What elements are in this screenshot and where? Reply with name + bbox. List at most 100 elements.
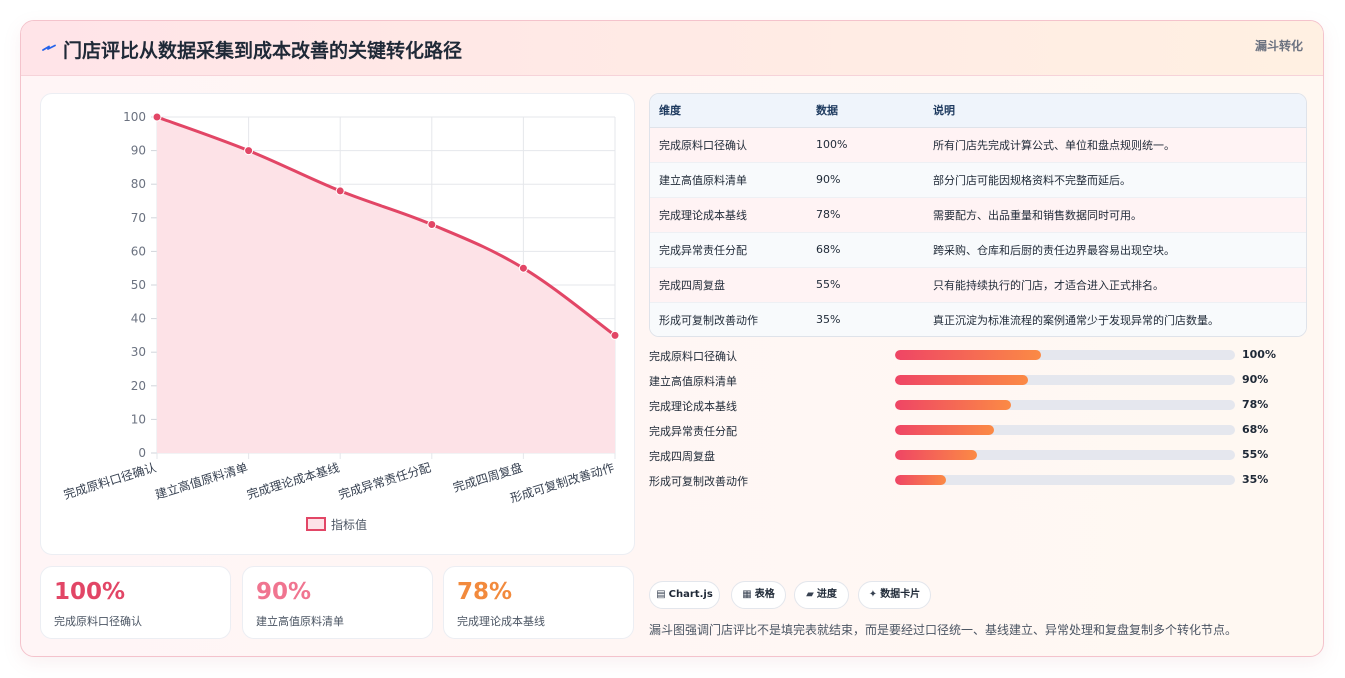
cell-data: 35% bbox=[807, 302, 924, 336]
y-tick-label: 50 bbox=[131, 278, 146, 292]
progress-value: 35% bbox=[1242, 473, 1269, 486]
progress-row: 建立高值原料清单 90% bbox=[649, 370, 1309, 390]
table-row: 完成原料口径确认 100% 所有门店先完成计算公式、单位和盘点规则统一。 bbox=[650, 127, 1306, 163]
x-tick-label: 建立高值原料清单 bbox=[153, 460, 249, 502]
area-chart-panel: 0 10 20 30 40 50 60 70 80 90 100 完成原料口径确认 建立高值原料清单 完成… bbox=[40, 93, 635, 555]
kpi-label: 完成原料口径确认 bbox=[54, 615, 142, 628]
table-icon: ▦ bbox=[742, 589, 752, 600]
cell-data: 90% bbox=[807, 162, 924, 198]
data-point bbox=[335, 186, 345, 196]
data-point bbox=[610, 330, 620, 340]
table-row: 完成四周复盘 55% 只有能持续执行的门店，才适合进入正式排名。 bbox=[650, 267, 1306, 303]
cell-dimension: 完成四周复盘 bbox=[650, 267, 807, 303]
kpi-card-2: 90% 建立高值原料清单 bbox=[242, 566, 433, 639]
y-tick-label: 20 bbox=[131, 379, 146, 393]
cell-description: 真正沉淀为标准流程的案例通常少于发现异常的门店数量。 bbox=[924, 302, 1306, 336]
progress-icon: ▰ bbox=[806, 589, 814, 600]
y-tick-label: 30 bbox=[131, 345, 146, 359]
y-tick-label: 90 bbox=[131, 144, 146, 158]
progress-track bbox=[895, 400, 1235, 410]
cell-dimension: 完成异常责任分配 bbox=[650, 232, 807, 268]
progress-label: 完成原料口径确认 bbox=[649, 350, 737, 363]
cell-description: 所有门店先完成计算公式、单位和盘点规则统一。 bbox=[924, 127, 1306, 163]
progress-fill bbox=[895, 350, 1042, 360]
area-chart: 0102030405060708090100完成原料口径确认建立高值原料清单完成… bbox=[62, 110, 620, 532]
column-header: 数据 bbox=[807, 94, 924, 128]
summary-note: 漏斗图强调门店评比不是填完表就结束，而是要经过口径统一、基线建立、异常处理和复盘… bbox=[649, 623, 1238, 637]
cell-dimension: 完成理论成本基线 bbox=[650, 197, 807, 233]
progress-fill bbox=[895, 375, 1028, 385]
cell-description: 只有能持续执行的门店，才适合进入正式排名。 bbox=[924, 267, 1306, 303]
pill-label: Chart.js bbox=[668, 589, 713, 600]
pill-chartjs[interactable]: ▤ Chart.js bbox=[649, 581, 720, 609]
progress-row: 形成可复制改善动作 35% bbox=[649, 470, 1309, 490]
y-tick-label: 10 bbox=[131, 412, 146, 426]
progress-label: 完成理论成本基线 bbox=[649, 400, 737, 413]
table-row: 完成理论成本基线 78% 需要配方、出品重量和销售数据同时可用。 bbox=[650, 197, 1306, 233]
pill-label: 表格 bbox=[754, 589, 775, 600]
column-header: 说明 bbox=[924, 94, 1306, 128]
lightning-icon bbox=[42, 44, 56, 51]
pill-data-card[interactable]: ✦ 数据卡片 bbox=[858, 581, 931, 609]
pill-progress[interactable]: ▰ 进度 bbox=[794, 581, 849, 609]
column-header: 维度 bbox=[650, 94, 807, 128]
progress-row: 完成异常责任分配 68% bbox=[649, 420, 1309, 440]
progress-fill bbox=[895, 475, 946, 485]
legend-swatch bbox=[306, 517, 326, 531]
kpi-value: 78% bbox=[457, 579, 513, 605]
progress-label: 形成可复制改善动作 bbox=[649, 475, 748, 488]
kpi-label: 建立高值原料清单 bbox=[256, 615, 344, 628]
pill-label: 进度 bbox=[816, 589, 837, 600]
progress-row: 完成四周复盘 55% bbox=[649, 445, 1309, 465]
cell-description: 跨采购、仓库和后厨的责任边界最容易出现空块。 bbox=[924, 232, 1306, 268]
progress-fill bbox=[895, 425, 994, 435]
data-point bbox=[244, 146, 254, 156]
cell-dimension: 形成可复制改善动作 bbox=[650, 302, 807, 336]
cell-description: 需要配方、出品重量和销售数据同时可用。 bbox=[924, 197, 1306, 233]
table-header-row: 维度 数据 说明 bbox=[650, 94, 1306, 128]
kpi-value: 90% bbox=[256, 579, 312, 605]
progress-label: 完成异常责任分配 bbox=[649, 425, 737, 438]
y-tick-label: 70 bbox=[131, 211, 146, 225]
data-point bbox=[518, 263, 528, 273]
y-tick-label: 40 bbox=[131, 312, 146, 326]
y-tick-label: 100 bbox=[123, 110, 146, 124]
table-row: 形成可复制改善动作 35% 真正沉淀为标准流程的案例通常少于发现异常的门店数量。 bbox=[650, 302, 1306, 336]
kpi-card-1: 100% 完成原料口径确认 bbox=[40, 566, 231, 639]
pill-table[interactable]: ▦ 表格 bbox=[731, 581, 786, 609]
progress-track bbox=[895, 475, 1235, 485]
progress-label: 建立高值原料清单 bbox=[649, 375, 737, 388]
cell-description: 部分门店可能因规格资料不完整而延后。 bbox=[924, 162, 1306, 198]
chart-icon: ▤ bbox=[656, 589, 666, 600]
cell-dimension: 建立高值原料清单 bbox=[650, 162, 807, 198]
dashboard-card: 门店评比从数据采集到成本改善的关键转化路径 漏斗转化 0 10 20 30 40 50 60… bbox=[20, 20, 1324, 657]
kpi-value: 100% bbox=[54, 579, 126, 605]
progress-row: 完成原料口径确认 100% bbox=[649, 345, 1309, 365]
kpi-card-3: 78% 完成理论成本基线 bbox=[443, 566, 634, 639]
chart-type-tag: 漏斗转化 bbox=[1254, 39, 1303, 53]
data-table-container: 维度 数据 说明 完成原料口径确认 100% 所有门店先完成计算公式、单位和盘点… bbox=[649, 93, 1307, 337]
y-tick-label: 60 bbox=[131, 244, 146, 258]
progress-track bbox=[895, 350, 1235, 360]
progress-value: 100% bbox=[1242, 348, 1276, 361]
progress-row: 完成理论成本基线 78% bbox=[649, 395, 1309, 415]
cell-data: 100% bbox=[807, 127, 924, 163]
x-tick-label: 完成异常责任分配 bbox=[336, 460, 432, 502]
page-title: 门店评比从数据采集到成本改善的关键转化路径 bbox=[63, 40, 463, 62]
cell-data: 78% bbox=[807, 197, 924, 233]
progress-value: 78% bbox=[1242, 398, 1269, 411]
pill-label: 数据卡片 bbox=[880, 589, 921, 600]
progress-fill bbox=[895, 400, 1011, 410]
card-header: 门店评比从数据采集到成本改善的关键转化路径 漏斗转化 bbox=[21, 21, 1323, 76]
x-tick-label: 形成可复制改善动作 bbox=[508, 460, 616, 506]
x-tick-label: 完成理论成本基线 bbox=[245, 460, 341, 502]
data-table: 维度 数据 说明 完成原料口径确认 100% 所有门店先完成计算公式、单位和盘点… bbox=[650, 94, 1306, 336]
legend-label: 指标值 bbox=[331, 517, 367, 532]
y-tick-label: 80 bbox=[131, 177, 146, 191]
progress-fill bbox=[895, 450, 977, 460]
progress-track bbox=[895, 450, 1235, 460]
progress-label: 完成四周复盘 bbox=[649, 450, 715, 463]
series-line bbox=[156, 115, 616, 337]
sparkle-icon: ✦ bbox=[868, 589, 878, 600]
y-tick-label: 0 bbox=[138, 446, 146, 460]
